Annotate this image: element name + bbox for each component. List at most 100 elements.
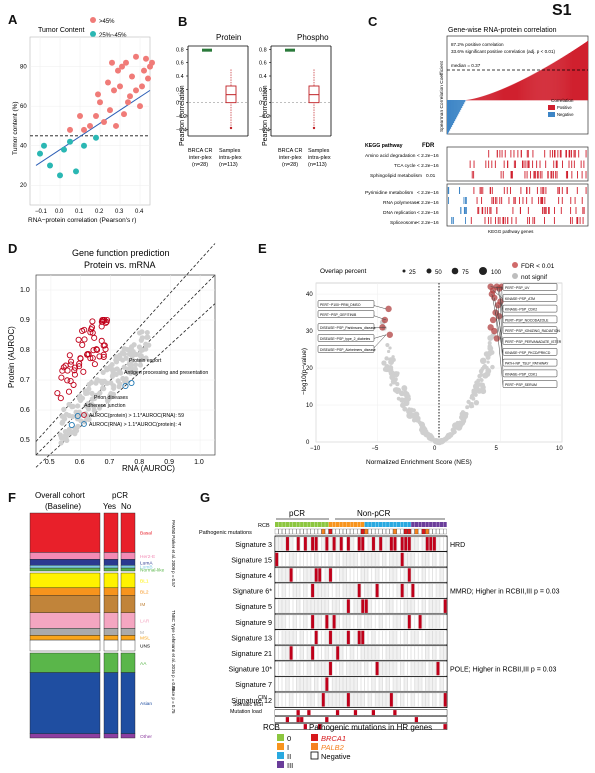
e-right-label: PERT−PSP_IONIZING_RADIATION [505,329,560,333]
g-rcb-cell [425,522,429,527]
c-bar [584,42,587,101]
e-ytick: 40 [306,292,313,298]
a-point-low [41,142,47,149]
g-rcb-cell [307,522,311,527]
f-subtype-label: AA [140,661,147,667]
a-point-high [77,113,83,120]
c-track-tick [511,217,513,224]
c-track-tick [533,171,535,179]
e-size-25-label: 25 [409,270,416,276]
d-point-ns [111,385,117,391]
g-rcb-cell [414,522,419,527]
e-point-ns [391,355,395,359]
c-kegg-header: KEGG pathway [365,143,403,149]
c-bar [482,96,484,101]
c-bar [567,53,569,101]
a-point-high [127,93,133,100]
c-track-tick [585,150,587,158]
b1-cat1-l3: (n=28) [192,162,208,168]
d-point-ns [125,346,131,353]
g-nonpcr-header: Non-pCR [357,509,391,518]
c-track-tick [555,160,557,168]
c-track-tick [542,207,543,214]
g-rcb-cell [404,522,408,527]
c-track-tick [577,217,579,224]
e-right-label: KINASE−PSP_CDK2 [505,308,537,312]
f-segment [120,512,136,553]
c-bar [559,58,561,101]
c-bar [470,99,472,101]
b-box-inter-plex [285,48,295,52]
c-track-tick [465,197,467,204]
d-legend-red-dot [81,412,87,418]
c-bar [463,100,465,105]
b-ytick: 0.8 [259,47,267,53]
c-track-tick [556,160,558,168]
c-bar [555,61,557,101]
g-mut-cell [418,528,422,535]
g-mut-cell [425,528,429,535]
f-group-tnbc: TNBC Type Lehmann et al. 2016 p = 0.46 [171,610,176,692]
c-track-tick [570,217,571,224]
g-rcb-cell [378,522,383,527]
c-bottom-tracks [447,187,587,224]
c-track-tick [558,197,560,204]
f-segment [120,559,136,566]
f-pcr-no: No [121,502,132,511]
g-rcb-cell [353,522,358,527]
d-xtick: 0.8 [134,459,144,466]
c-bar [471,99,473,101]
c-track-tick [543,207,545,214]
d-point-ns [75,403,81,409]
e-point-ns [485,368,492,374]
page-label: S1 [552,2,572,19]
e-size-50 [426,268,432,274]
c-track-tick [501,150,503,158]
d-point-ns [137,352,143,359]
b-ytick: 0.2 [176,87,184,93]
e-point-ns [465,405,470,410]
c-bar [577,47,580,101]
c-track-tick [581,171,583,179]
a-point-high [97,99,103,106]
a-xtick: −0.1 [35,209,48,215]
g-load-label: Mutation load [230,709,262,715]
f-subtype-label: IM [140,602,145,608]
f-pcr-yes: Yes [103,502,116,511]
c-pw4-fdr: < 2.2e−16 [417,190,439,196]
c-bar [452,100,454,125]
g-signature-label: Signature 13 [231,633,272,642]
e-point-ns [479,372,484,377]
g-rcb-cell [346,522,350,527]
d-ytick: 1.0 [20,287,30,294]
c-track-tick [497,217,499,224]
c-track-tick [476,197,478,204]
c-track-tick [496,197,498,204]
g-rcb-cell [296,522,300,527]
b-ytick: 0.4 [176,74,184,80]
e-point-ns [478,368,484,374]
g-rcb2-label: II [287,752,291,761]
e-point-ns [400,402,406,409]
e-point-ns [462,411,467,416]
e-point-ns [487,341,492,346]
c-bar [462,100,464,107]
d-point-ns [113,371,119,378]
d-title2: Protein vs. mRNA [84,260,156,270]
d-point-ns [57,432,63,438]
e-right-label: KINASE−PSP_PKCD/PRKCD [505,351,551,355]
a-point-high [143,55,149,62]
c-track-tick [540,187,542,194]
c-bar [580,45,583,101]
g-rcb-cell [364,522,368,527]
d-point-ns [113,359,120,365]
c-track-tick [513,160,515,168]
c-bar [464,100,466,103]
g-rcb-cell [282,522,286,527]
f-subtype-label: LAR [140,619,150,625]
a-point-high [113,122,119,129]
c-bar [499,90,501,101]
g-msi-label: Somatic MSI [233,702,263,708]
c-track-tick [545,160,547,168]
a-point-low [93,134,99,141]
